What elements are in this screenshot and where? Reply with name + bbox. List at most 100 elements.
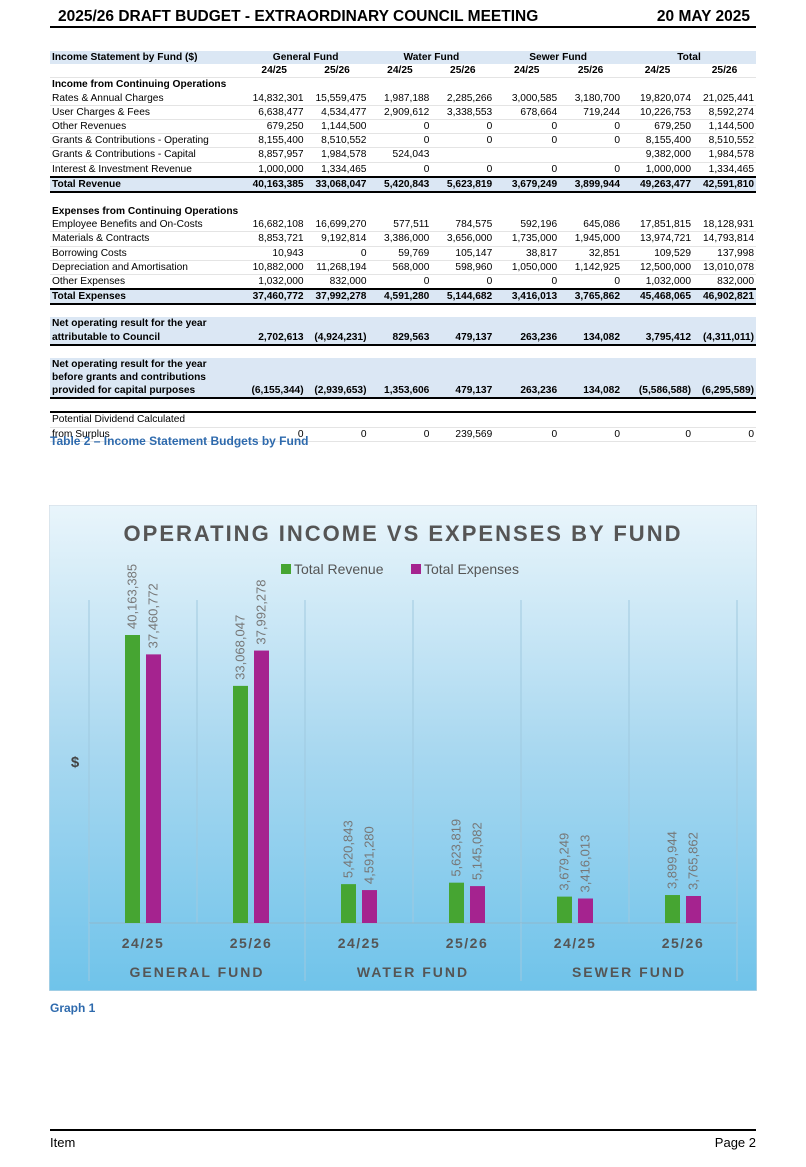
row-label: Other Revenues — [50, 119, 243, 135]
value-cell: 479,137 — [431, 330, 495, 346]
value-cell: 1,000,000 — [622, 162, 694, 178]
category-tick-label: 24/25 — [554, 935, 597, 951]
value-cell: 577,511 — [368, 218, 432, 233]
value-cell: 2,702,613 — [242, 330, 306, 346]
row-label: Rates & Annual Charges — [50, 91, 243, 106]
row-label: Net operating result for the year — [50, 357, 243, 372]
chart-legend: Total Revenue Total Expenses — [281, 561, 519, 577]
empty-cell — [494, 371, 560, 385]
value-cell: 18,128,931 — [693, 218, 756, 233]
value-cell: 21,025,441 — [693, 91, 756, 106]
empty-cell — [50, 192, 756, 205]
value-cell: 1,032,000 — [622, 274, 694, 290]
income-row: Interest & Investment Revenue 1,000,000 1,… — [50, 162, 756, 178]
row-label: attributable to Council — [50, 330, 243, 346]
bar-revenue — [665, 895, 680, 923]
value-cell: 1,984,578 — [693, 147, 756, 163]
year-header: 25/26 — [305, 64, 369, 79]
value-cell: 134,082 — [559, 384, 623, 400]
empty-cell — [622, 317, 694, 331]
value-cell: 829,563 — [368, 330, 432, 346]
value-cell: 0 — [368, 133, 432, 149]
header-row-funds: Income Statement by Fund ($) General Fund… — [50, 51, 756, 65]
empty-cell — [242, 371, 306, 385]
value-cell: 3,180,700 — [559, 91, 623, 106]
net-before-grants-row: Net operating result for the year — [50, 357, 756, 372]
value-cell: 10,882,000 — [242, 260, 306, 276]
value-cell: 832,000 — [305, 274, 369, 290]
value-cell: 0 — [693, 427, 756, 442]
value-cell: 8,592,274 — [693, 105, 756, 121]
data-label: 3,416,013 — [578, 835, 593, 893]
value-cell: 8,155,400 — [622, 133, 694, 149]
value-cell: 13,010,078 — [693, 260, 756, 276]
value-cell: 9,382,000 — [622, 147, 694, 163]
document-title: 2025/26 DRAFT BUDGET - EXTRAORDINARY COU… — [58, 8, 539, 25]
value-cell: 14,793,814 — [693, 231, 756, 247]
bar-expenses — [686, 895, 701, 923]
income-row: Other Revenues 679,250 1,144,500 0 0 0 0 679,25… — [50, 119, 756, 135]
row-label: before grants and contributions — [50, 371, 243, 385]
income-statement-table: Income Statement by Fund ($) General Fund… — [50, 51, 756, 442]
dividend-row: Potential Dividend Calculated — [50, 411, 756, 428]
value-cell: 1,987,188 — [368, 91, 432, 106]
header-row-years: 24/25 25/26 24/25 25/26 24/25 25/26 24/25 25/26 — [50, 64, 756, 79]
expense-row: Other Expenses 1,032,000 832,000 0 0 0 0 1,032,… — [50, 274, 756, 290]
value-cell: 8,510,552 — [305, 133, 369, 149]
value-cell: 8,857,957 — [242, 147, 306, 163]
category-tick-label: 24/25 — [338, 935, 381, 951]
value-cell: 4,534,477 — [305, 105, 369, 121]
value-cell: 45,468,065 — [622, 288, 694, 306]
value-cell: 46,902,821 — [693, 288, 756, 306]
year-header: 24/25 — [242, 64, 306, 79]
data-label: 5,623,819 — [449, 819, 464, 877]
income-heading: Income from Continuing Operations — [50, 78, 756, 92]
value-cell: 0 — [368, 274, 432, 290]
value-cell: 13,974,721 — [622, 231, 694, 247]
value-cell: 17,851,815 — [622, 218, 694, 233]
expense-row: Depreciation and Amortisation 10,882,000 1… — [50, 260, 756, 276]
value-cell — [559, 147, 623, 163]
income-row: Grants & Contributions - Operating 8,155,… — [50, 133, 756, 149]
empty-cell — [305, 371, 369, 385]
empty-cell — [693, 317, 756, 331]
bar-expenses — [578, 898, 593, 923]
row-label: Materials & Contracts — [50, 231, 243, 247]
value-cell: 9,192,814 — [305, 231, 369, 247]
empty-cell — [242, 411, 306, 428]
empty-cell — [368, 317, 432, 331]
value-cell: 49,263,477 — [622, 175, 694, 194]
value-cell: 0 — [559, 427, 623, 442]
empty-cell — [368, 411, 432, 428]
empty-cell — [693, 371, 756, 385]
value-cell: 109,529 — [622, 246, 694, 261]
chart-background — [49, 505, 757, 991]
total-revenue-row: Total Revenue 40,163,385 33,068,047 5,420,8… — [50, 175, 756, 194]
year-header: 24/25 — [494, 64, 560, 79]
value-cell: 832,000 — [693, 274, 756, 290]
empty-cell — [559, 357, 623, 372]
value-cell: (5,586,588) — [622, 384, 694, 400]
empty-cell — [559, 411, 623, 428]
value-cell: 3,338,553 — [431, 105, 495, 121]
value-cell: 1,735,000 — [494, 231, 560, 247]
dividend-row: from Surplus 0 0 0 239,569 0 0 0 0 — [50, 427, 756, 442]
data-label: 5,145,082 — [470, 822, 485, 880]
empty-cell — [431, 371, 495, 385]
value-cell: 568,000 — [368, 260, 432, 276]
data-label: 37,460,772 — [146, 583, 161, 648]
year-header: 24/25 — [622, 64, 694, 79]
bar-expenses — [254, 650, 269, 923]
value-cell: 2,285,266 — [431, 91, 495, 106]
row-label: Grants & Contributions - Capital — [50, 147, 243, 163]
empty-cell — [242, 317, 306, 331]
spacer-row — [50, 304, 756, 317]
row-label: Other Expenses — [50, 274, 243, 290]
value-cell: 678,664 — [494, 105, 560, 121]
empty-cell — [622, 357, 694, 372]
fund-header: General Fund — [242, 51, 369, 65]
value-cell: 14,832,301 — [242, 91, 306, 106]
empty-cell — [431, 411, 495, 428]
empty-cell — [50, 64, 243, 79]
bar-expenses — [470, 886, 485, 923]
